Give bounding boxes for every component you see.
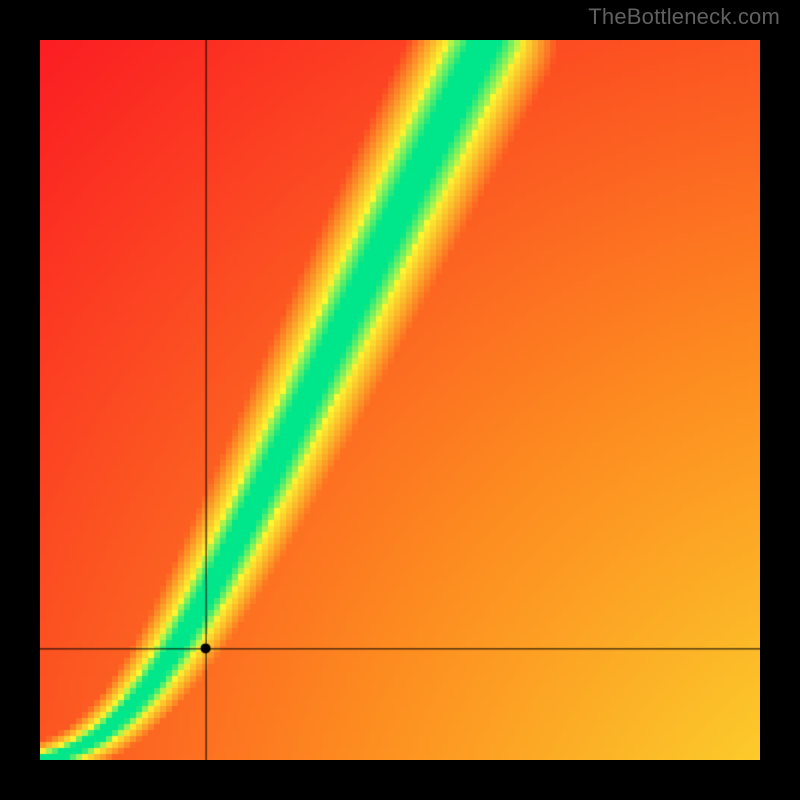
- watermark-text: TheBottleneck.com: [588, 4, 780, 30]
- chart-container: TheBottleneck.com: [0, 0, 800, 800]
- heatmap-canvas: [40, 40, 760, 760]
